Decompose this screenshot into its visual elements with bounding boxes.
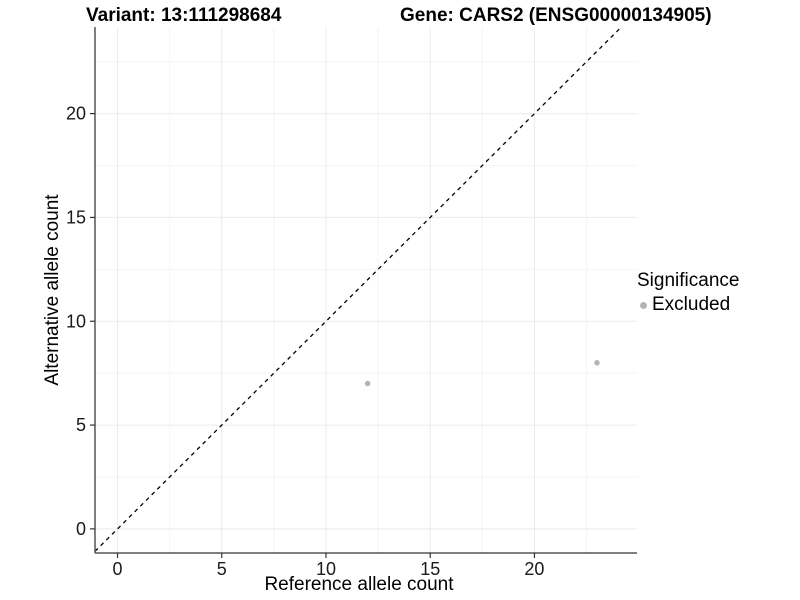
identity-line: [94, 26, 622, 552]
legend-entry-label: Excluded: [652, 294, 731, 315]
plot-title-variant: Variant: 13:111298684: [86, 5, 282, 26]
x-axis-title: Reference allele count: [264, 574, 454, 595]
legend-entry-excluded: Excluded: [637, 294, 739, 316]
plot-title-gene: Gene: CARS2 (ENSG00000134905): [400, 5, 712, 26]
legend-title: Significance: [637, 270, 740, 291]
legend-point-icon: [640, 301, 647, 309]
data-point: [594, 360, 600, 366]
data-point: [364, 380, 371, 387]
legend: Significance Excluded: [637, 270, 739, 316]
y-tick-label: 5: [76, 415, 86, 435]
y-tick-label: 10: [66, 311, 86, 331]
y-tick-label: 20: [66, 104, 86, 124]
y-axis-title: Alternative allele count: [42, 194, 63, 386]
x-tick-label: 15: [420, 559, 440, 579]
y-tick-label: 15: [66, 207, 86, 227]
x-tick-label: 5: [217, 559, 227, 579]
x-tick-label: 0: [113, 559, 123, 579]
x-tick-label: 10: [316, 559, 336, 579]
y-tick-label: 0: [76, 519, 86, 539]
x-tick-label: 20: [524, 559, 544, 579]
